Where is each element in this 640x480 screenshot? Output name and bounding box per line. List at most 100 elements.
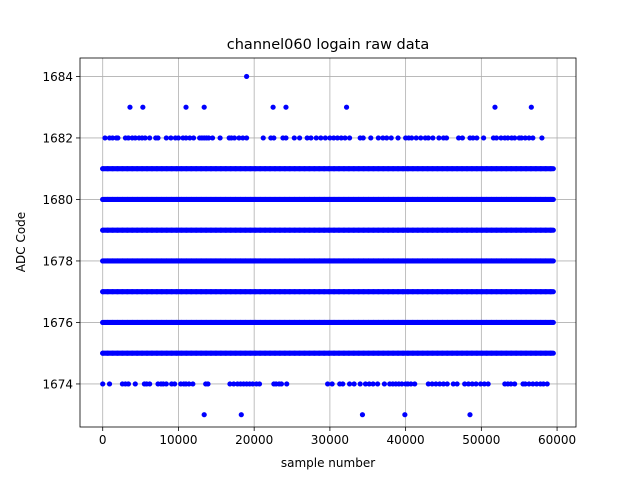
data-point	[459, 350, 465, 356]
data-point	[409, 135, 415, 141]
data-point	[188, 319, 194, 326]
data-point	[231, 135, 238, 141]
data-point	[213, 350, 219, 356]
data-point	[311, 196, 317, 203]
data-point	[282, 319, 288, 326]
data-point	[306, 258, 313, 264]
data-point	[306, 319, 313, 326]
data-point	[183, 135, 189, 141]
data-point	[430, 135, 436, 141]
data-point	[429, 319, 436, 326]
data-point	[247, 166, 253, 172]
data-point	[400, 258, 406, 264]
data-point	[267, 289, 273, 295]
data-point	[292, 166, 298, 172]
data-point	[134, 258, 140, 264]
data-point	[493, 196, 500, 203]
data-point	[399, 381, 405, 387]
data-point	[385, 319, 391, 326]
data-point	[380, 350, 386, 356]
data-point	[311, 166, 317, 172]
data-point	[362, 381, 369, 387]
data-point	[488, 196, 495, 203]
data-point	[410, 227, 416, 233]
data-point	[424, 258, 431, 264]
data-point	[523, 319, 529, 326]
data-point	[134, 289, 140, 295]
data-point	[492, 104, 498, 110]
x-tick-label: 30000	[311, 433, 349, 447]
data-point	[256, 381, 263, 387]
data-point	[498, 196, 505, 203]
data-point	[385, 227, 391, 233]
data-point	[159, 196, 165, 203]
data-point	[346, 289, 352, 295]
data-point	[474, 258, 480, 264]
data-point	[503, 319, 509, 326]
data-point	[464, 258, 470, 264]
data-point	[390, 289, 396, 295]
data-point	[149, 196, 155, 203]
data-point	[114, 196, 121, 203]
data-point	[528, 319, 534, 326]
data-point	[144, 289, 150, 295]
data-point	[106, 381, 113, 387]
y-axis-label: ADC Code	[14, 212, 28, 272]
data-point	[301, 289, 308, 295]
data-point	[164, 258, 170, 264]
data-point	[538, 196, 544, 203]
data-point	[139, 319, 145, 326]
data-point	[474, 350, 480, 356]
data-point	[228, 196, 234, 203]
data-point	[359, 412, 366, 418]
data-point	[528, 166, 534, 172]
data-point	[233, 227, 239, 233]
data-point	[488, 227, 495, 233]
data-point	[149, 258, 155, 264]
data-point	[462, 381, 468, 387]
data-point	[236, 135, 242, 141]
data-point	[405, 196, 411, 203]
data-point	[173, 258, 180, 264]
data-point	[173, 289, 180, 295]
data-point	[370, 381, 376, 387]
data-point	[311, 350, 317, 356]
data-point	[405, 166, 411, 172]
data-point	[498, 227, 505, 233]
data-point	[528, 350, 534, 356]
data-point	[474, 196, 480, 203]
data-point	[169, 289, 175, 295]
data-point	[272, 258, 278, 264]
data-point	[237, 166, 244, 172]
data-point	[439, 258, 445, 264]
data-point	[429, 350, 436, 356]
plot-frame	[79, 57, 577, 428]
data-point	[434, 350, 441, 356]
data-point	[119, 350, 126, 356]
data-point	[237, 196, 244, 203]
data-point	[444, 258, 450, 264]
data-point	[528, 196, 534, 203]
data-point	[144, 319, 150, 326]
data-point	[164, 166, 170, 172]
data-point	[223, 166, 229, 172]
data-point	[282, 227, 288, 233]
data-point	[124, 258, 130, 264]
data-point	[267, 196, 273, 203]
data-point	[380, 166, 386, 172]
data-point	[154, 227, 160, 233]
data-point	[105, 227, 111, 233]
data-point	[242, 196, 249, 203]
data-point	[283, 104, 289, 110]
data-point	[326, 258, 332, 264]
data-point	[380, 289, 386, 295]
data-point	[385, 350, 391, 356]
data-point	[154, 258, 160, 264]
data-point	[523, 350, 529, 356]
data-point	[228, 319, 234, 326]
data-point	[183, 196, 189, 203]
data-point	[252, 196, 258, 203]
data-point	[434, 319, 441, 326]
data-point	[139, 166, 145, 172]
data-point	[493, 166, 500, 172]
